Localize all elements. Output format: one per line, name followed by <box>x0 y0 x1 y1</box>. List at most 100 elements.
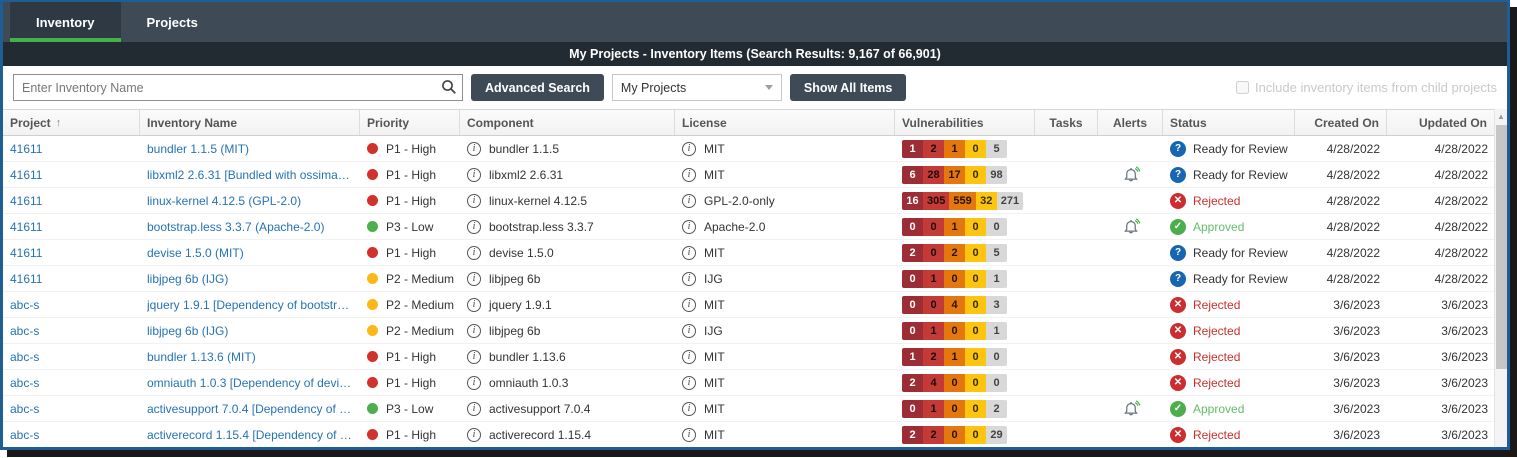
component-info-icon[interactable]: i <box>467 427 481 442</box>
inventory-name-link[interactable]: jquery 1.9.1 [Dependency of bootstrap.le… <box>147 297 353 312</box>
project-link[interactable]: 41611 <box>10 245 43 260</box>
project-link[interactable]: 41611 <box>10 193 43 208</box>
scrollbar-thumb[interactable] <box>1496 125 1507 370</box>
col-header-status[interactable]: Status <box>1163 110 1295 135</box>
inventory-name-link[interactable]: devise 1.5.0 (MIT) <box>147 245 244 260</box>
scope-select[interactable]: My Projects <box>611 74 782 101</box>
inventory-name-link[interactable]: bundler 1.13.6 (MIT) <box>147 349 256 364</box>
license-info-icon[interactable]: i <box>682 193 696 208</box>
component-info-icon[interactable]: i <box>467 401 481 416</box>
scope-select-value: My Projects <box>620 80 687 95</box>
col-header-project[interactable]: Project ↑ <box>3 110 140 135</box>
table-row: abc-s omniauth 1.0.3 [Dependency of devi… <box>3 370 1507 396</box>
col-header-updated-on[interactable]: Updated On <box>1387 110 1495 135</box>
advanced-search-button[interactable]: Advanced Search <box>471 74 604 101</box>
component-info-icon[interactable]: i <box>467 141 481 156</box>
updated-on-cell: 3/6/2023 <box>1441 401 1488 416</box>
alert-bell-icon[interactable] <box>1121 165 1141 185</box>
inventory-name-link[interactable]: bundler 1.1.5 (MIT) <box>147 141 250 156</box>
inventory-name-link[interactable]: libjpeg 6b (IJG) <box>147 323 229 338</box>
license-info-icon[interactable]: i <box>682 323 696 338</box>
tab-inventory[interactable]: Inventory <box>10 2 121 42</box>
col-header-priority[interactable]: Priority <box>360 110 460 135</box>
component-info-icon[interactable]: i <box>467 297 481 312</box>
license-info-icon[interactable]: i <box>682 297 696 312</box>
inventory-name-link[interactable]: libjpeg 6b (IJG) <box>147 271 229 286</box>
col-header-created-on[interactable]: Created On <box>1295 110 1387 135</box>
status-label: Ready for Review <box>1193 245 1288 260</box>
updated-on-cell: 4/28/2022 <box>1434 219 1488 234</box>
license-info-icon[interactable]: i <box>682 167 696 182</box>
vulnerability-counts[interactable]: 16 305 559 32 271 <box>902 191 1024 210</box>
component-info-icon[interactable]: i <box>467 323 481 338</box>
component-label: libxml2 2.6.31 <box>489 167 564 182</box>
project-link[interactable]: abc-s <box>10 427 40 442</box>
table-row: 41611 bootstrap.less 3.3.7 (Apache-2.0) … <box>3 214 1507 240</box>
license-info-icon[interactable]: i <box>682 375 696 390</box>
project-link[interactable]: 41611 <box>10 271 43 286</box>
status-badge: ? Ready for Review <box>1170 166 1288 183</box>
component-info-icon[interactable]: i <box>467 271 481 286</box>
alert-bell-icon[interactable] <box>1121 399 1141 419</box>
col-header-component[interactable]: Component <box>460 110 675 135</box>
project-link[interactable]: abc-s <box>10 349 40 364</box>
created-on-cell: 3/6/2023 <box>1333 323 1380 338</box>
component-info-icon[interactable]: i <box>467 349 481 364</box>
vertical-scrollbar[interactable]: ▲ <box>1494 109 1507 447</box>
table-row: abc-s jquery 1.9.1 [Dependency of bootst… <box>3 292 1507 318</box>
table-row: abc-s activerecord 1.15.4 [Dependency of… <box>3 422 1507 447</box>
search-icon[interactable] <box>441 79 457 95</box>
col-header-license[interactable]: License <box>675 110 895 135</box>
component-info-icon[interactable]: i <box>467 375 481 390</box>
license-info-icon[interactable]: i <box>682 271 696 286</box>
license-info-icon[interactable]: i <box>682 219 696 234</box>
child-projects-label: Include inventory items from child proje… <box>1254 80 1497 95</box>
project-link[interactable]: abc-s <box>10 401 40 416</box>
license-info-icon[interactable]: i <box>682 427 696 442</box>
created-on-cell: 4/28/2022 <box>1326 219 1380 234</box>
inventory-name-link[interactable]: bootstrap.less 3.3.7 (Apache-2.0) <box>147 219 325 234</box>
scroll-up-icon[interactable]: ▲ <box>1497 112 1505 121</box>
inventory-name-link[interactable]: omniauth 1.0.3 [Dependency of devise 1.5… <box>147 375 353 390</box>
status-icon: ✕ <box>1170 374 1186 391</box>
license-info-icon[interactable]: i <box>682 141 696 156</box>
col-header-tasks[interactable]: Tasks <box>1035 110 1098 135</box>
project-link[interactable]: abc-s <box>10 323 40 338</box>
project-link[interactable]: 41611 <box>10 141 43 156</box>
vulnerability-counts[interactable]: 2 2 0 0 29 <box>902 425 1007 444</box>
tab-projects[interactable]: Projects <box>121 2 224 42</box>
inventory-name-link[interactable]: activerecord 1.15.4 [Dependency of rails… <box>147 427 353 442</box>
vulnerability-counts[interactable]: 6 28 17 0 98 <box>902 165 1007 184</box>
alert-bell-icon[interactable] <box>1121 217 1141 237</box>
component-info-icon[interactable]: i <box>467 219 481 234</box>
tasks-cell <box>1035 344 1098 369</box>
inventory-name-link[interactable]: activesupport 7.0.4 [Dependency of paper… <box>147 401 353 416</box>
project-link[interactable]: abc-s <box>10 375 40 390</box>
license-info-icon[interactable]: i <box>682 401 696 416</box>
show-all-items-button[interactable]: Show All Items <box>789 74 907 101</box>
license-info-icon[interactable]: i <box>682 349 696 364</box>
inventory-name-link[interactable]: libxml2 2.6.31 [Bundled with ossimage 7.… <box>147 167 353 182</box>
project-link[interactable]: abc-s <box>10 297 40 312</box>
inventory-name-link[interactable]: linux-kernel 4.12.5 (GPL-2.0) <box>147 193 302 208</box>
col-header-vulnerabilities[interactable]: Vulnerabilities <box>895 110 1035 135</box>
col-header-alerts[interactable]: Alerts <box>1098 110 1163 135</box>
component-info-icon[interactable]: i <box>467 245 481 260</box>
project-link[interactable]: 41611 <box>10 219 43 234</box>
component-info-icon[interactable]: i <box>467 193 481 208</box>
col-header-inventory-name[interactable]: Inventory Name <box>140 110 360 135</box>
child-projects-checkbox[interactable] <box>1235 81 1249 94</box>
project-link[interactable]: 41611 <box>10 167 43 182</box>
component-info-icon[interactable]: i <box>467 167 481 182</box>
license-info-icon[interactable]: i <box>682 245 696 260</box>
search-input[interactable] <box>13 74 463 101</box>
